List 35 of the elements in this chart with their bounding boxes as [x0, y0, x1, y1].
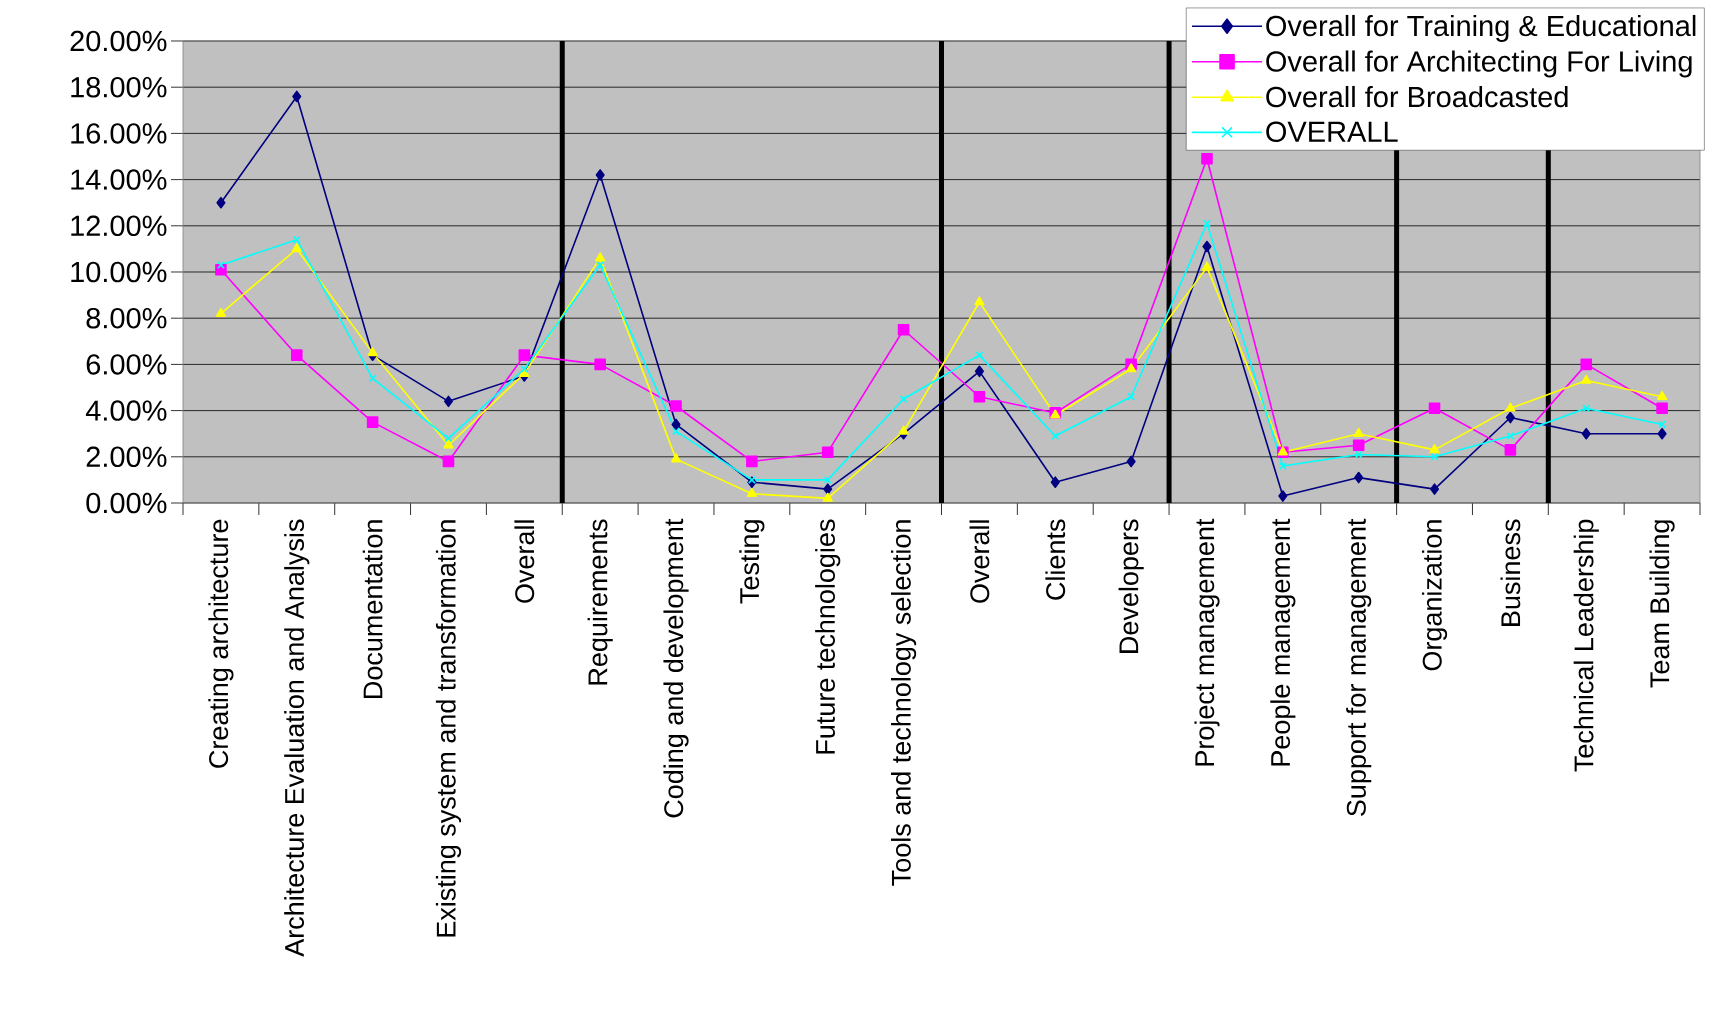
y-tick-label: 4.00%: [85, 400, 167, 421]
x-tick-label: Team Building: [1649, 520, 1675, 688]
legend-label: Overall for Architecting For Living: [1266, 50, 1692, 78]
x-tick-label: Requirements: [587, 519, 613, 685]
y-tick-label: 10.00%: [71, 261, 167, 283]
y-tick-label: 18.00%: [71, 76, 167, 98]
y-tick-label: 20.00%: [70, 30, 167, 52]
legend-label: OVERALL: [1266, 121, 1398, 142]
x-tick-label: Future technologies: [815, 519, 841, 754]
x-tick-label: Support for management: [1346, 518, 1372, 816]
y-tick-label: 6.00%: [86, 354, 167, 375]
x-tick-label: Tools and technology selection: [890, 520, 917, 886]
x-tick-label: Creating architecture: [208, 519, 234, 768]
y-tick-label: 0.00%: [86, 492, 167, 514]
y-tick-label: 14.00%: [71, 169, 167, 190]
x-tick-label: Testing: [739, 520, 765, 604]
x-tick-label: Technical Leadership: [1573, 519, 1599, 772]
x-tick-label: Business: [1500, 519, 1521, 626]
x-tick-label: Existing system and transformation: [435, 520, 462, 937]
x-tick-label: Architecture Evaluation and Analysis: [284, 519, 310, 957]
x-tick-label: Developers: [1118, 519, 1144, 653]
x-tick-label: Coding and development: [663, 518, 689, 818]
y-tick-label: 8.00%: [86, 307, 167, 329]
x-tick-label: Project management: [1194, 518, 1220, 766]
x-tick-label: Clients: [1045, 519, 1066, 600]
x-tick-label: Organization: [1421, 520, 1448, 671]
x-tick-label: Overall: [514, 520, 535, 603]
y-tick-label: 2.00%: [86, 446, 167, 468]
y-tick-label: 16.00%: [71, 123, 167, 144]
legend-label: Overall for Training & Educational: [1266, 14, 1696, 42]
legend-label: Overall for Broadcasted: [1266, 85, 1568, 108]
y-tick-label: 12.00%: [71, 215, 167, 237]
x-tick-label: Overall: [969, 520, 990, 603]
x-tick-label: People management: [1270, 518, 1296, 766]
x-tick-label: Documentation: [362, 520, 383, 698]
